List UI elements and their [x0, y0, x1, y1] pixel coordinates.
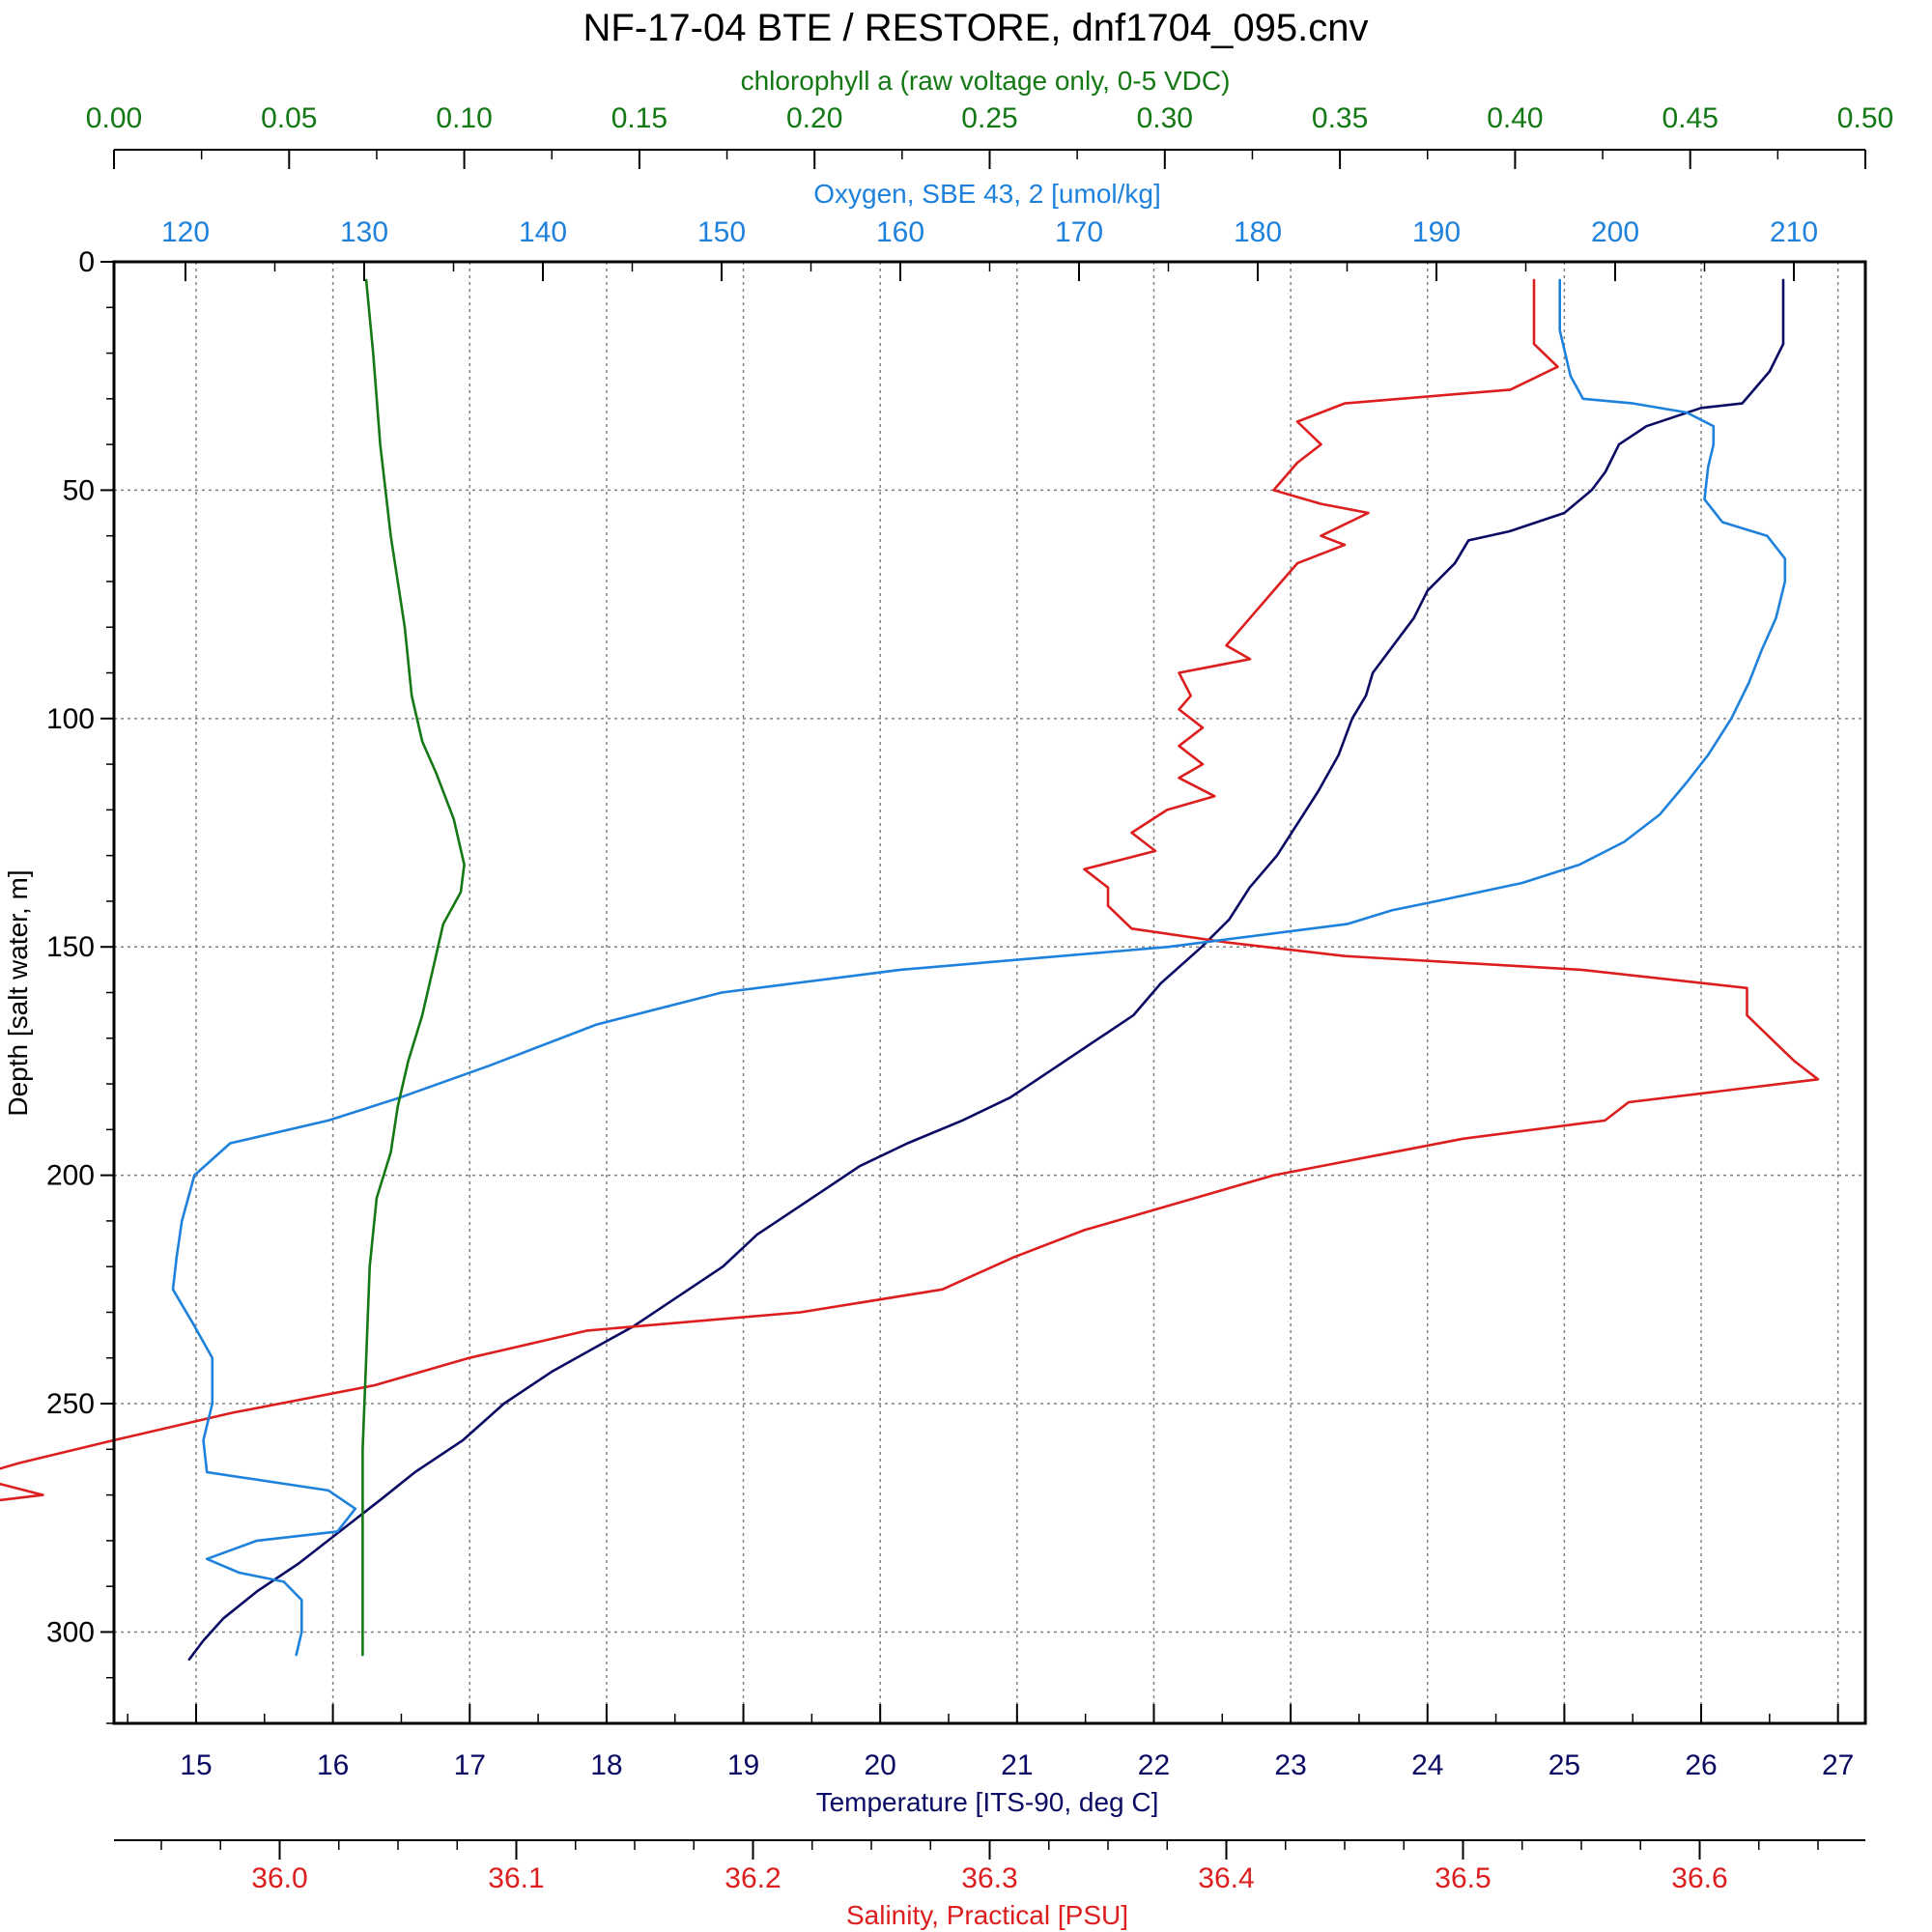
depth-tick-label: 0: [78, 246, 95, 278]
oxygen-tick-label: 200: [1591, 216, 1639, 248]
oxygen-tick-label: 180: [1234, 216, 1282, 248]
temperature-tick-label: 27: [1822, 1749, 1854, 1781]
chlorophyll-tick-label: 0.15: [611, 102, 668, 134]
salinity-tick-label: 36.6: [1671, 1862, 1727, 1894]
temperature-axis-label: Temperature [ITS-90, deg C]: [816, 1787, 1159, 1817]
chlorophyll-tick-label: 0.20: [786, 102, 842, 134]
salinity-axis-label: Salinity, Practical [PSU]: [846, 1900, 1128, 1930]
salinity-tick-label: 36.5: [1435, 1862, 1491, 1894]
temperature-tick-label: 25: [1548, 1749, 1580, 1781]
depth-tick-label: 50: [63, 474, 95, 506]
oxygen-tick-label: 170: [1055, 216, 1103, 248]
temperature-tick-label: 16: [317, 1749, 349, 1781]
depth-tick-label: 250: [46, 1388, 95, 1420]
oxygen-tick-label: 130: [340, 216, 388, 248]
depth-tick-label: 150: [46, 931, 95, 963]
temperature-tick-label: 26: [1685, 1749, 1717, 1781]
temperature-profile-line: [187, 278, 1785, 1662]
depth-tick-label: 300: [46, 1616, 95, 1648]
oxygen-axis-label: Oxygen, SBE 43, 2 [umol/kg]: [813, 179, 1161, 209]
grid-lines: [114, 261, 1865, 1723]
salinity-tick-label: 36.2: [724, 1862, 781, 1894]
oxygen-tick-label: 190: [1412, 216, 1461, 248]
chlorophyll-profile-line: [361, 278, 466, 1657]
salinity-tick-label: 36.0: [251, 1862, 307, 1894]
chart-title: NF-17-04 BTE / RESTORE, dnf1704_095.cnv: [583, 7, 1369, 49]
oxygen-tick-label: 160: [876, 216, 924, 248]
temperature-tick-label: 21: [1001, 1749, 1033, 1781]
temperature-tick-label: 20: [865, 1749, 896, 1781]
depth-axis-label: Depth [salt water, m]: [3, 869, 33, 1116]
chlorophyll-tick-label: 0.10: [436, 102, 492, 134]
temperature-tick-label: 22: [1138, 1749, 1170, 1781]
chlorophyll-tick-label: 0.40: [1487, 102, 1543, 134]
chlorophyll-tick-label: 0.30: [1137, 102, 1193, 134]
temperature-tick-label: 19: [727, 1749, 759, 1781]
salinity-profile-line: [0, 278, 1820, 1502]
oxygen-tick-label: 140: [519, 216, 567, 248]
chlorophyll-tick-label: 0.00: [86, 102, 142, 134]
temperature-tick-label: 17: [454, 1749, 486, 1781]
oxygen-tick-label: 150: [697, 216, 746, 248]
salinity-tick-label: 36.3: [961, 1862, 1017, 1894]
oxygen-profile-line: [171, 278, 1787, 1657]
oxygen-tick-label: 120: [161, 216, 210, 248]
salinity-tick-label: 36.1: [488, 1862, 544, 1894]
chlorophyll-tick-label: 0.45: [1662, 102, 1719, 134]
plot-frame: [112, 260, 1867, 1725]
chlorophyll-tick-label: 0.25: [961, 102, 1017, 134]
oxygen-tick-label: 210: [1770, 216, 1818, 248]
data-series: [0, 278, 1820, 1662]
chlorophyll-tick-label: 0.50: [1837, 102, 1893, 134]
temperature-tick-label: 15: [180, 1749, 212, 1781]
depth-tick-label: 200: [46, 1160, 95, 1192]
chlorophyll-tick-label: 0.05: [261, 102, 317, 134]
temperature-tick-label: 18: [590, 1749, 622, 1781]
temperature-tick-label: 24: [1411, 1749, 1443, 1781]
axes: 0 50 100 150 200 250 300 15 16 17 18 19 20 21 22 23 24 25…: [46, 102, 1893, 1894]
depth-tick-label: 100: [46, 703, 95, 735]
temperature-tick-label: 23: [1274, 1749, 1306, 1781]
chlorophyll-axis-label: chlorophyll a (raw voltage only, 0-5 VDC…: [741, 66, 1231, 96]
salinity-tick-label: 36.4: [1198, 1862, 1254, 1894]
chlorophyll-tick-label: 0.35: [1312, 102, 1368, 134]
